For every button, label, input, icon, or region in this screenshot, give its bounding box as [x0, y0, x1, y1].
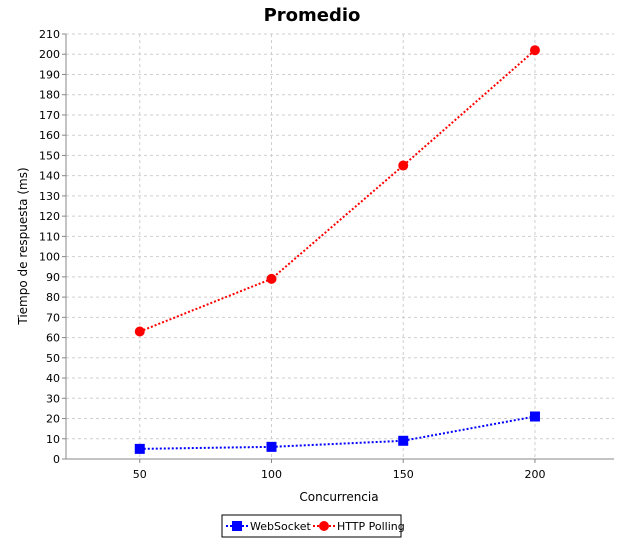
data-point-http-polling — [134, 326, 145, 337]
y-tick-label: 60 — [46, 332, 60, 345]
y-tick-label: 90 — [46, 271, 60, 284]
y-tick-label: 30 — [46, 392, 60, 405]
data-point-websocket — [134, 443, 145, 454]
data-point-websocket — [529, 411, 540, 422]
y-tick-label: 210 — [39, 28, 60, 41]
y-tick-label: 130 — [39, 190, 60, 203]
y-tick-label: 190 — [39, 68, 60, 81]
x-tick-label: 150 — [393, 468, 414, 481]
legend-marker-websocket — [232, 521, 242, 531]
legend-label-http-polling: HTTP Polling — [337, 520, 405, 533]
series-layer — [134, 45, 540, 454]
x-tick-label: 50 — [133, 468, 147, 481]
y-tick-label: 80 — [46, 291, 60, 304]
y-tick-label: 150 — [39, 149, 60, 162]
series-line-http-polling — [139, 49, 536, 333]
y-tick-label: 200 — [39, 48, 60, 61]
y-tick-label: 120 — [39, 210, 60, 223]
y-tick-label: 70 — [46, 311, 60, 324]
data-point-websocket — [266, 441, 277, 452]
y-axis: 0 10 20 30 40 50 60 70 80 90 100 110 120 130 140 150 160… — [39, 28, 66, 466]
data-point-http-polling — [529, 45, 540, 56]
y-tick-label: 40 — [46, 372, 60, 385]
x-axis-label: Concurrencia — [299, 490, 378, 504]
grid — [66, 33, 614, 459]
data-point-websocket — [398, 435, 409, 446]
legend-marker-http-polling — [319, 521, 329, 531]
y-tick-label: 160 — [39, 129, 60, 142]
x-axis: 50 100 150 200 — [133, 459, 545, 481]
y-axis-label: Tiempo de respuesta (ms) — [16, 167, 30, 325]
series-line-websocket — [139, 415, 536, 450]
data-point-http-polling — [266, 273, 277, 284]
legend: WebSocket HTTP Polling — [221, 514, 405, 538]
y-tick-label: 100 — [39, 251, 60, 264]
chart-title: Promedio — [264, 5, 361, 26]
y-tick-label: 110 — [39, 230, 60, 243]
y-tick-label: 140 — [39, 170, 60, 183]
x-tick-label: 200 — [524, 468, 545, 481]
y-tick-label: 0 — [53, 453, 60, 466]
y-tick-label: 180 — [39, 89, 60, 102]
y-tick-label: 10 — [46, 433, 60, 446]
x-tick-label: 100 — [261, 468, 282, 481]
legend-label-websocket: WebSocket — [250, 520, 311, 533]
data-point-http-polling — [398, 160, 409, 171]
legend-box — [221, 514, 402, 538]
y-tick-label: 170 — [39, 109, 60, 122]
y-tick-label: 20 — [46, 413, 60, 426]
y-tick-label: 50 — [46, 352, 60, 365]
